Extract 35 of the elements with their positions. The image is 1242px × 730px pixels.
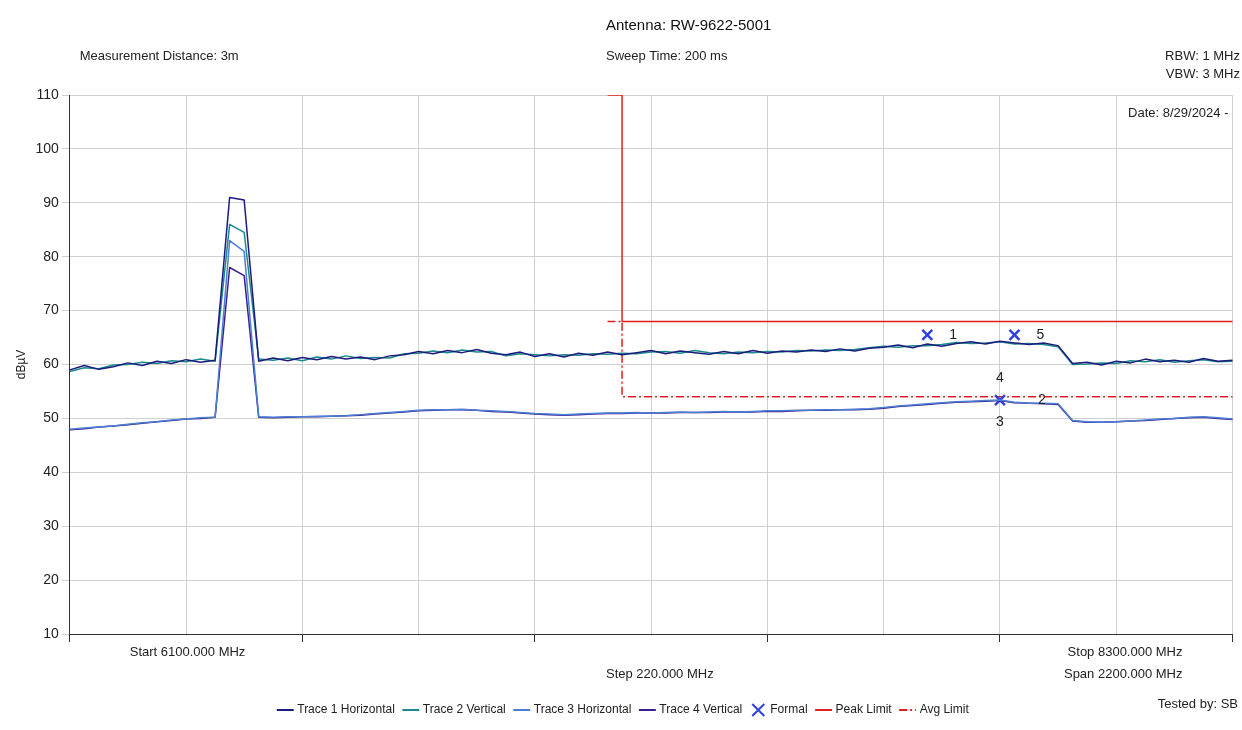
y-tick-label: 40 bbox=[43, 463, 59, 480]
text: Span 2200.000 MHz bbox=[1063, 666, 1183, 681]
y-tick-label: 100 bbox=[35, 139, 59, 156]
y-tick-label: 10 bbox=[43, 624, 59, 641]
text: Sweep Time: 200 ms bbox=[606, 48, 728, 63]
y-axis-title: dBµV bbox=[13, 349, 28, 380]
legend-label: Trace 2 Vertical bbox=[422, 702, 506, 717]
annotation: Date: 8/29/2024 - bbox=[1128, 105, 1229, 120]
legend-label: Peak Limit bbox=[835, 702, 893, 717]
annotation: 4 bbox=[996, 368, 1005, 385]
annotation: 5 bbox=[1036, 325, 1045, 342]
legend-label: Trace 4 Vertical bbox=[659, 702, 743, 717]
y-tick-label: 30 bbox=[43, 517, 59, 534]
text: Tested by: SB bbox=[1157, 696, 1238, 711]
legend-label: Formal bbox=[770, 702, 808, 717]
y-tick-label: 50 bbox=[43, 409, 59, 426]
annotation: 2 bbox=[1037, 390, 1046, 407]
text: Step 220.000 MHz bbox=[606, 666, 714, 681]
text: Start 6100.000 MHz bbox=[129, 644, 246, 659]
y-tick-label: 20 bbox=[43, 570, 59, 587]
y-tick-label: 60 bbox=[43, 355, 59, 372]
chart-title: Antenna: RW-9622-5001 bbox=[606, 16, 772, 33]
text: RBW: 1 MHz bbox=[1165, 48, 1240, 63]
text: VBW: 3 MHz bbox=[1165, 66, 1240, 81]
legend-label: Avg Limit bbox=[919, 702, 970, 717]
text: Measurement Distance: 3m bbox=[79, 48, 239, 63]
y-tick-label: 80 bbox=[43, 247, 59, 264]
y-tick-label: 70 bbox=[43, 301, 59, 318]
legend-label: Trace 1 Horizontal bbox=[297, 702, 395, 717]
annotation: 3 bbox=[996, 412, 1005, 429]
annotation: 1 bbox=[949, 325, 958, 342]
legend-label: Trace 3 Horizontal bbox=[533, 702, 632, 717]
text: Stop 8300.000 MHz bbox=[1067, 644, 1183, 659]
y-tick-label: 110 bbox=[36, 85, 59, 102]
y-tick-label: 90 bbox=[43, 193, 59, 210]
